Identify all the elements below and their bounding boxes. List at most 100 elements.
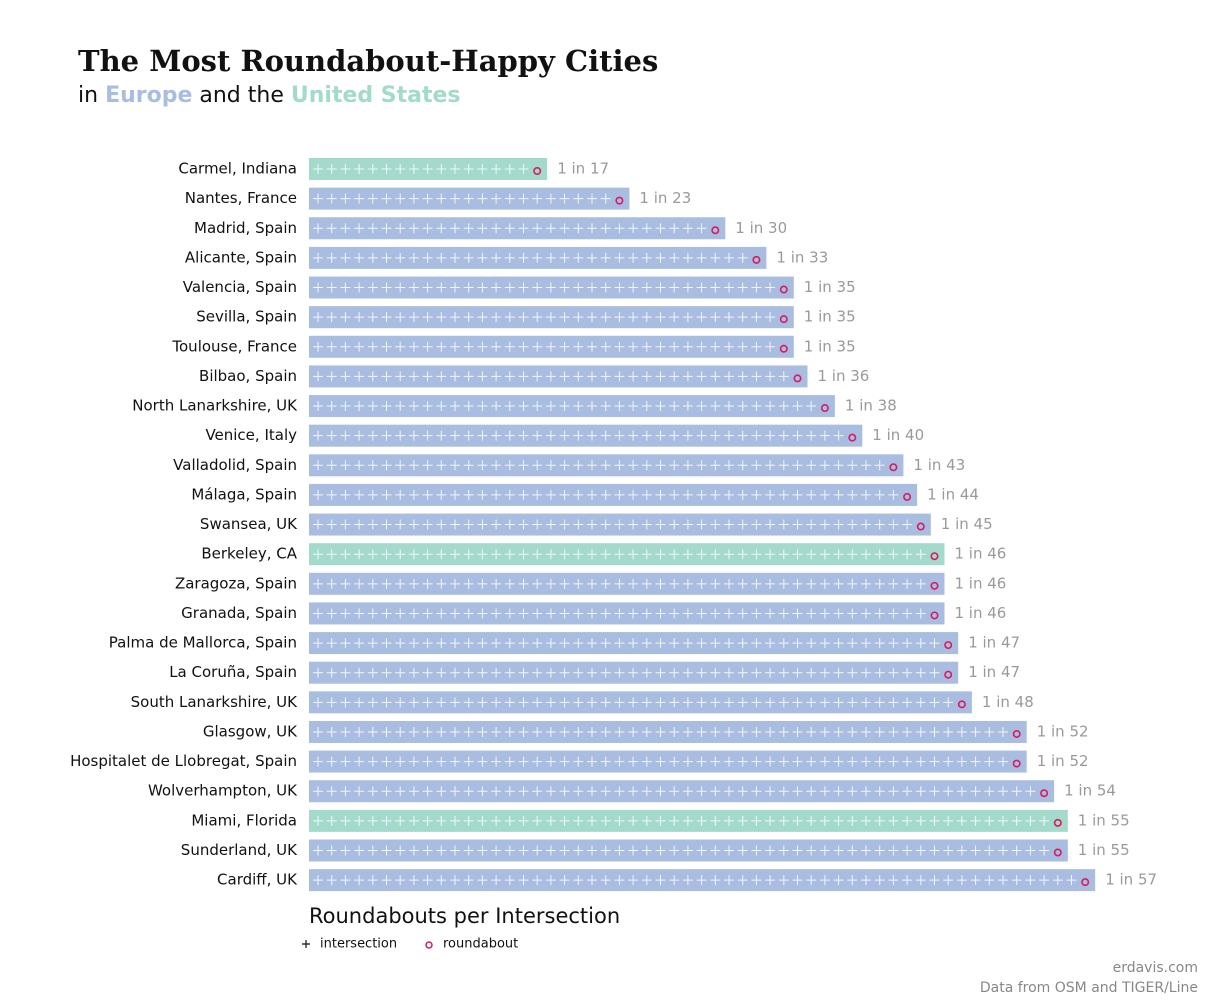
value-label: 1 in 47 <box>968 634 1020 652</box>
bar <box>309 483 918 506</box>
roundabout-mark <box>779 315 788 324</box>
credit: Data from OSM and TIGER/Line <box>980 980 1198 996</box>
value-label: 1 in 45 <box>941 515 993 533</box>
roundabout-mark <box>533 167 542 176</box>
value-label: 1 in 48 <box>982 693 1034 711</box>
roundabout-mark <box>848 433 857 442</box>
subtitle-part: United States <box>291 83 461 108</box>
roundabout-mark <box>944 641 953 650</box>
intersection-marks <box>313 223 707 234</box>
value-label: 1 in 46 <box>955 545 1007 563</box>
legend-label: roundabout <box>443 937 518 952</box>
legend-marker <box>302 940 310 948</box>
intersection-marks <box>313 312 776 323</box>
category-label: Glasgow, UK <box>203 722 298 740</box>
bar <box>309 543 945 566</box>
intersection-marks <box>313 489 899 500</box>
roundabout-mark <box>1081 878 1090 887</box>
subtitle-part: in <box>78 83 105 108</box>
value-label: 1 in 47 <box>968 663 1020 681</box>
roundabout-mark <box>1012 729 1021 738</box>
chart-subtitle: in Europe and the United States <box>78 83 461 108</box>
category-label: Palma de Mallorca, Spain <box>109 634 297 652</box>
intersection-marks <box>313 845 1050 856</box>
category-label: Wolverhampton, UK <box>148 782 298 800</box>
value-label: 1 in 52 <box>1037 752 1089 770</box>
category-label: Swansea, UK <box>200 515 298 533</box>
bar <box>309 217 726 240</box>
category-label: North Lanarkshire, UK <box>132 397 298 415</box>
category-label: Miami, Florida <box>191 811 297 829</box>
roundabout-mark <box>752 255 761 264</box>
category-label: Málaga, Spain <box>191 485 297 503</box>
bar <box>309 365 808 388</box>
category-label: Madrid, Spain <box>194 219 297 237</box>
bar <box>309 424 863 447</box>
intersection-marks <box>313 786 1036 797</box>
intersection-marks <box>313 371 789 382</box>
value-label: 1 in 30 <box>735 219 787 237</box>
roundabout-mark <box>903 492 912 501</box>
value-label: 1 in 33 <box>776 248 828 266</box>
roundabout-mark <box>615 196 624 205</box>
legend-marker <box>425 941 433 949</box>
value-label: 1 in 46 <box>955 574 1007 592</box>
category-label: Alicante, Spain <box>185 248 297 266</box>
roundabout-mark <box>779 344 788 353</box>
roundabout-mark <box>711 226 720 235</box>
category-label: Carmel, Indiana <box>178 160 297 178</box>
roundabout-mark <box>1012 759 1021 768</box>
bar <box>309 691 972 714</box>
category-label: Valencia, Spain <box>183 278 297 296</box>
intersection-marks <box>313 401 817 412</box>
roundabout-mark <box>957 700 966 709</box>
intersection-marks <box>313 726 1008 737</box>
roundabout-mark <box>1053 818 1062 827</box>
roundabout-mark <box>930 581 939 590</box>
value-label: 1 in 40 <box>872 426 924 444</box>
category-label: Berkeley, CA <box>201 545 297 563</box>
intersection-marks <box>313 608 926 619</box>
roundabout-mark <box>1053 848 1062 857</box>
roundabout-mark <box>944 670 953 679</box>
roundabout-mark <box>889 463 898 472</box>
value-label: 1 in 38 <box>845 397 897 415</box>
category-label: Nantes, France <box>185 189 297 207</box>
value-label: 1 in 17 <box>557 160 609 178</box>
roundabout-mark <box>793 374 802 383</box>
category-label: Sunderland, UK <box>181 841 298 859</box>
bar <box>309 602 945 625</box>
intersection-marks <box>313 193 611 204</box>
category-label: Bilbao, Spain <box>199 367 297 385</box>
value-label: 1 in 54 <box>1064 782 1116 800</box>
value-label: 1 in 35 <box>804 308 856 326</box>
intersection-marks <box>313 519 913 530</box>
bar <box>309 395 835 418</box>
value-label: 1 in 46 <box>955 604 1007 622</box>
intersection-marks <box>313 638 940 649</box>
category-label: Zaragoza, Spain <box>175 574 297 592</box>
intersection-marks <box>313 549 926 560</box>
value-label: 1 in 23 <box>639 189 691 207</box>
roundabout-mark <box>930 552 939 561</box>
chart-title: The Most Roundabout-Happy Cities <box>78 44 658 78</box>
intersection-marks <box>313 460 885 471</box>
intersection-marks <box>313 815 1050 826</box>
intersection-marks <box>313 282 776 293</box>
value-label: 1 in 55 <box>1078 841 1130 859</box>
bar <box>309 720 1027 743</box>
intersection-marks <box>313 578 926 589</box>
category-label: Toulouse, France <box>171 337 297 355</box>
value-label: 1 in 36 <box>818 367 870 385</box>
roundabout-mark <box>930 611 939 620</box>
category-label: Granada, Spain <box>181 604 297 622</box>
value-label: 1 in 44 <box>927 485 979 503</box>
credit: erdavis.com <box>1113 960 1198 976</box>
bar <box>309 780 1055 803</box>
bar <box>309 572 945 595</box>
category-label: Venice, Italy <box>205 426 297 444</box>
value-label: 1 in 55 <box>1078 811 1130 829</box>
value-label: 1 in 52 <box>1037 722 1089 740</box>
intersection-marks <box>313 875 1077 886</box>
